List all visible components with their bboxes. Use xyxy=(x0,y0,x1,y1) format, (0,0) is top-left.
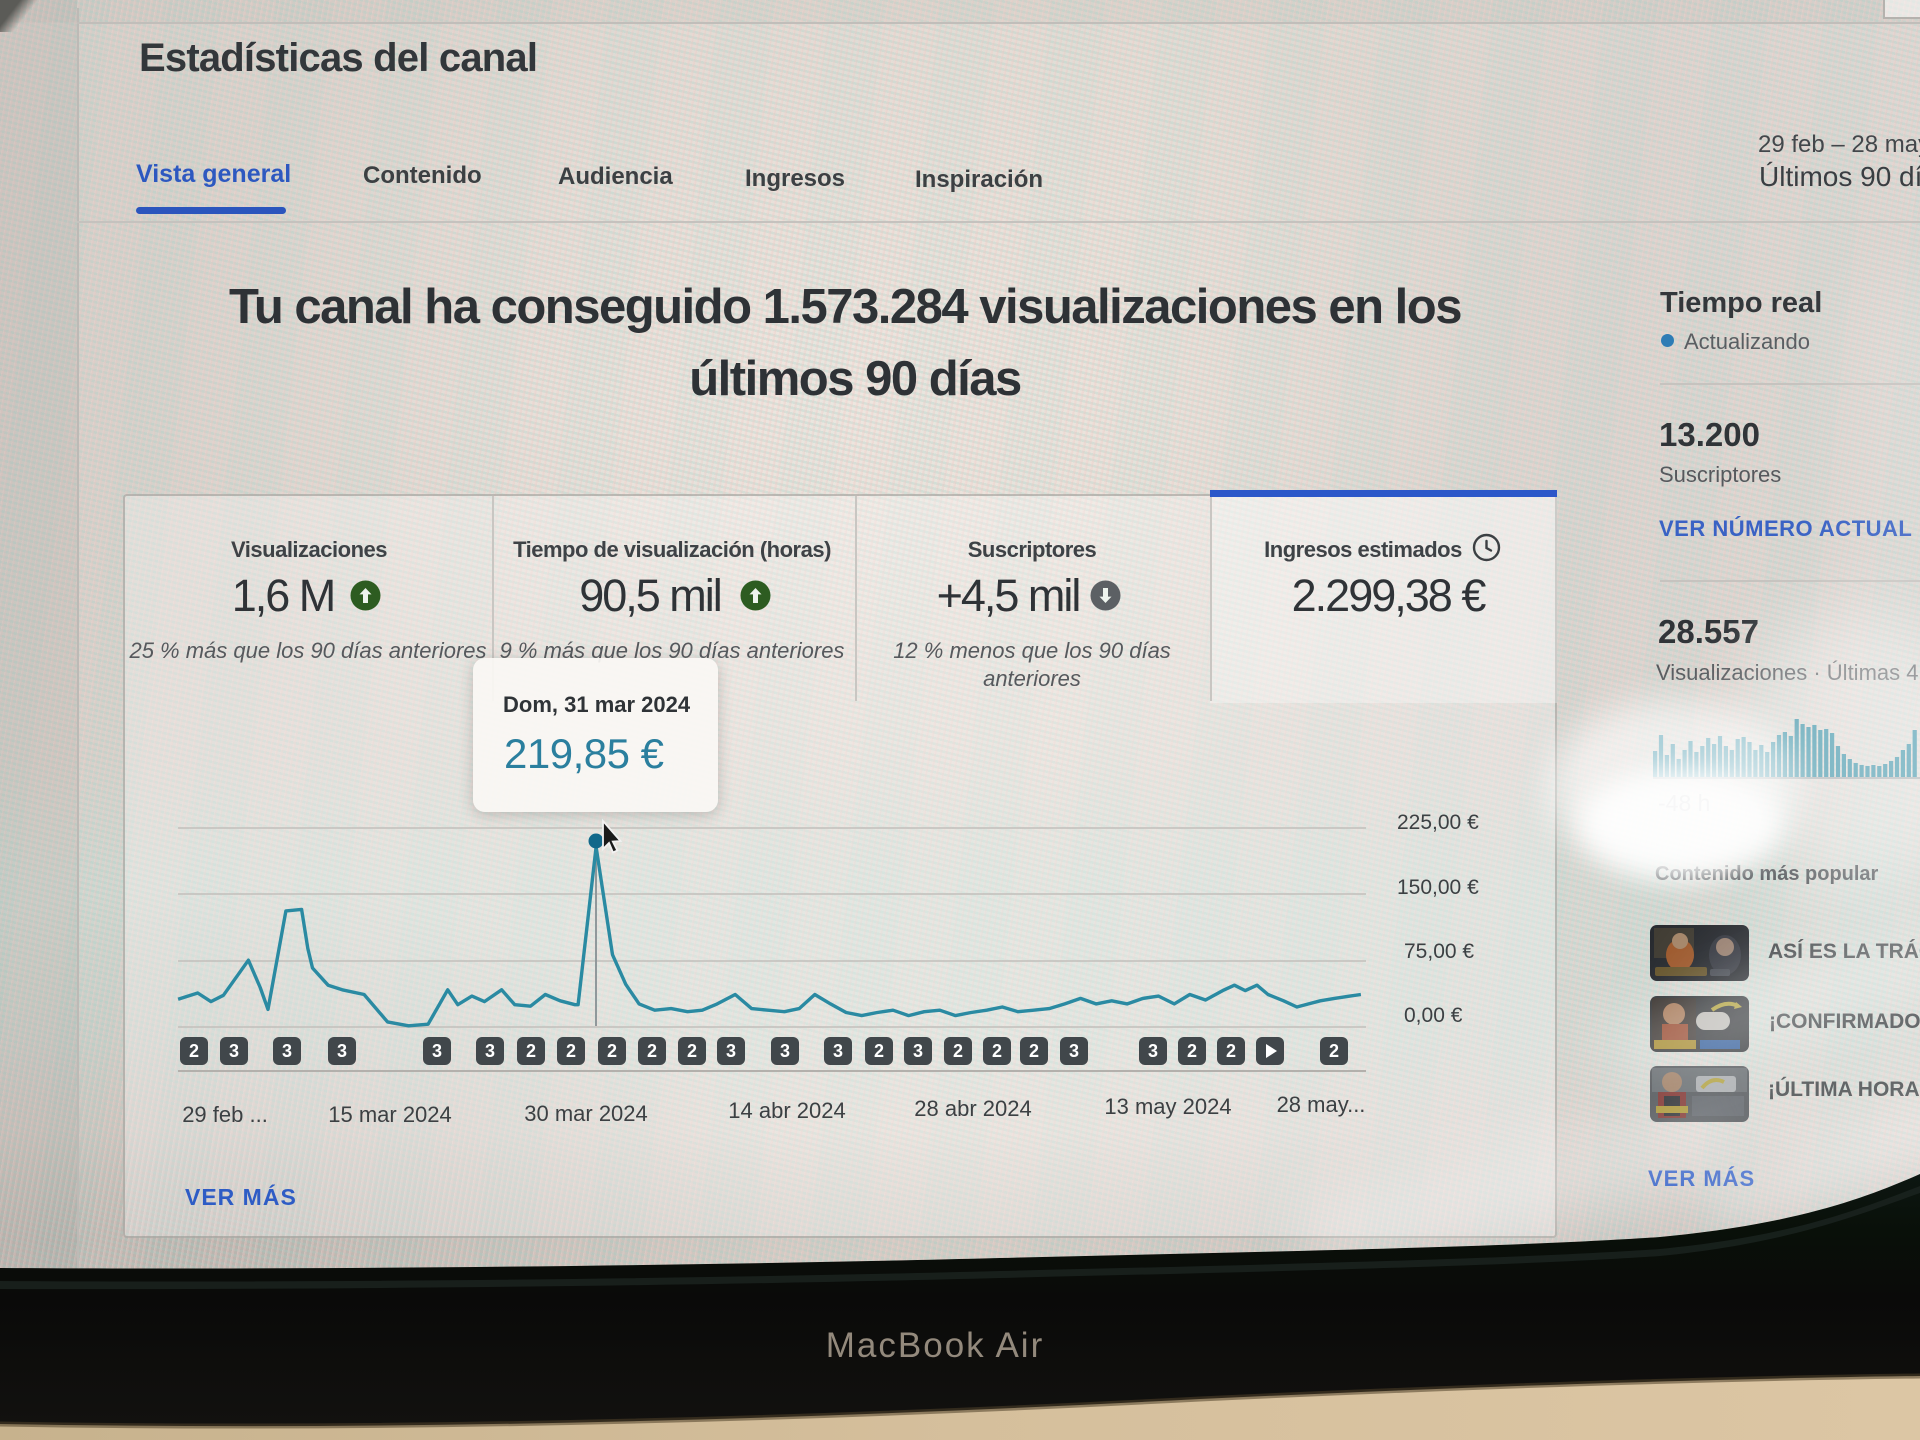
svg-text:MacBook Air: MacBook Air xyxy=(826,1326,1044,1365)
